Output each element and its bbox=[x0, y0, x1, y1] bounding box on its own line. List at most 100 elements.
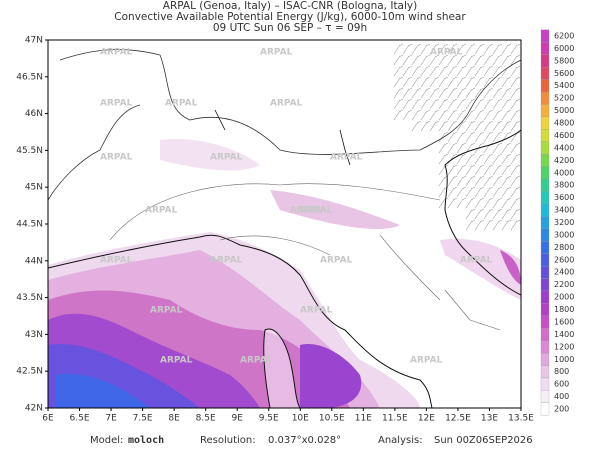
lon-tick-label: 13.5E bbox=[508, 414, 534, 424]
colorbar-swatch bbox=[540, 166, 550, 180]
watermark: ARPAL bbox=[260, 48, 293, 58]
lat-tick-label: 42.5N bbox=[16, 367, 43, 377]
lon-tick-label: 10E bbox=[292, 414, 309, 424]
lon-tick-label: 11E bbox=[355, 414, 372, 424]
colorbar-swatch bbox=[540, 191, 550, 205]
colorbar-label: 3000 bbox=[554, 230, 574, 239]
watermark: ARPAL bbox=[210, 256, 243, 266]
colorbar-label: 2200 bbox=[554, 280, 574, 289]
colorbar-swatch bbox=[540, 328, 550, 341]
colorbar-label: 3600 bbox=[554, 193, 574, 202]
lon-tick-label: 8.5E bbox=[196, 414, 216, 424]
watermark: ARPAL bbox=[460, 256, 493, 266]
colorbar-label: 4000 bbox=[554, 168, 574, 177]
header-line: Convective Available Potential Energy (J… bbox=[114, 11, 466, 23]
colorbar-swatch bbox=[540, 29, 550, 43]
colorbar-label: 600 bbox=[554, 380, 569, 389]
watermark: ARPAL bbox=[270, 99, 303, 109]
colorbar-swatch bbox=[540, 116, 550, 130]
colorbar-swatch bbox=[540, 240, 550, 254]
colorbar-swatch bbox=[540, 253, 550, 267]
footer-label: Model: bbox=[90, 435, 123, 446]
colorbar-label: 1000 bbox=[554, 355, 574, 364]
lat-tick-label: 46N bbox=[25, 109, 43, 119]
watermark: ARPAL bbox=[160, 356, 193, 366]
colorbar-swatch bbox=[540, 278, 550, 292]
lon-tick-label: 8E bbox=[168, 414, 180, 424]
colorbar-swatch bbox=[540, 265, 550, 279]
header-line: 09 UTC Sun 06 SEP – τ = 09h bbox=[213, 22, 367, 34]
lon-tick-label: 12.5E bbox=[445, 414, 471, 424]
watermark: ARPAL bbox=[330, 153, 363, 163]
watermark: ARPAL bbox=[290, 206, 323, 216]
colorbar-swatch bbox=[540, 216, 550, 229]
colorbar-swatch bbox=[540, 390, 550, 403]
colorbar-label: 2800 bbox=[554, 243, 574, 252]
colorbar-label: 3200 bbox=[554, 218, 574, 227]
lon-tick-label: 7E bbox=[105, 414, 117, 424]
colorbar-swatch bbox=[540, 402, 550, 416]
footer-value: Sun 00Z06SEP2026 bbox=[434, 435, 533, 446]
colorbar-swatch bbox=[540, 66, 550, 80]
footer-value: 0.037°x0.028° bbox=[268, 435, 341, 446]
colorbar-swatch bbox=[540, 340, 550, 354]
colorbar-label: 1400 bbox=[554, 330, 574, 339]
colorbar-swatch bbox=[540, 129, 550, 142]
colorbar-label: 200 bbox=[554, 405, 569, 414]
footer-label: Analysis: bbox=[378, 435, 423, 446]
colorbar-swatch bbox=[540, 141, 550, 155]
colorbar-swatch bbox=[540, 365, 550, 379]
watermark: ARPAL bbox=[300, 306, 333, 316]
colorbar-label: 5200 bbox=[554, 94, 574, 103]
colorbar-label: 2400 bbox=[554, 268, 574, 277]
colorbar-label: 2000 bbox=[554, 293, 574, 302]
lat-tick-label: 43.5N bbox=[16, 293, 43, 303]
colorbar-swatch bbox=[540, 79, 550, 93]
colorbar-label: 6000 bbox=[554, 44, 574, 53]
watermark: ARPAL bbox=[410, 356, 443, 366]
watermark: ARPAL bbox=[240, 356, 273, 366]
lon-tick-label: 11.5E bbox=[382, 414, 408, 424]
lat-tick-label: 42N bbox=[25, 404, 43, 414]
colorbar-swatch bbox=[540, 91, 550, 105]
lat-tick-label: 45.5N bbox=[16, 146, 43, 156]
colorbar-label: 4400 bbox=[554, 143, 574, 152]
lon-tick-label: 13E bbox=[481, 414, 498, 424]
lat-tick-label: 46.5N bbox=[16, 72, 43, 82]
colorbar-label: 800 bbox=[554, 367, 569, 376]
lon-tick-label: 12E bbox=[418, 414, 435, 424]
watermark: ARPAL bbox=[145, 206, 178, 216]
lat-tick-label: 47N bbox=[25, 36, 43, 46]
watermark: ARPAL bbox=[100, 99, 133, 109]
lon-tick-label: 6E bbox=[42, 414, 54, 424]
colorbar-label: 2600 bbox=[554, 255, 574, 264]
colorbar-swatch bbox=[540, 203, 550, 217]
colorbar-label: 5000 bbox=[554, 106, 574, 115]
colorbar-label: 1600 bbox=[554, 317, 574, 326]
watermark: ARPAL bbox=[210, 153, 243, 163]
watermark: ARPAL bbox=[165, 99, 198, 109]
colorbar-swatch bbox=[540, 352, 550, 366]
lon-tick-label: 6.5E bbox=[70, 414, 90, 424]
lon-tick-label: 7.5E bbox=[133, 414, 153, 424]
colorbar-label: 3400 bbox=[554, 206, 574, 215]
lat-tick-label: 44N bbox=[25, 256, 43, 266]
lat-tick-label: 43N bbox=[25, 330, 43, 340]
colorbar-label: 4600 bbox=[554, 131, 574, 140]
colorbar-label: 4800 bbox=[554, 119, 574, 128]
colorbar-label: 6200 bbox=[554, 32, 574, 41]
watermark: ARPAL bbox=[150, 306, 183, 316]
lat-tick-label: 45N bbox=[25, 183, 43, 193]
colorbar-swatch bbox=[540, 104, 550, 117]
colorbar-label: 1200 bbox=[554, 342, 574, 351]
map-field bbox=[48, 40, 521, 408]
colorbar-label: 4200 bbox=[554, 156, 574, 165]
footer-value: moloch bbox=[128, 435, 164, 446]
colorbar-swatch bbox=[540, 303, 550, 316]
lon-tick-label: 10.5E bbox=[319, 414, 345, 424]
watermark: ARPAL bbox=[300, 206, 333, 216]
lon-tick-label: 9.5E bbox=[259, 414, 279, 424]
colorbar-label: 5600 bbox=[554, 69, 574, 78]
colorbar-swatch bbox=[540, 290, 550, 304]
